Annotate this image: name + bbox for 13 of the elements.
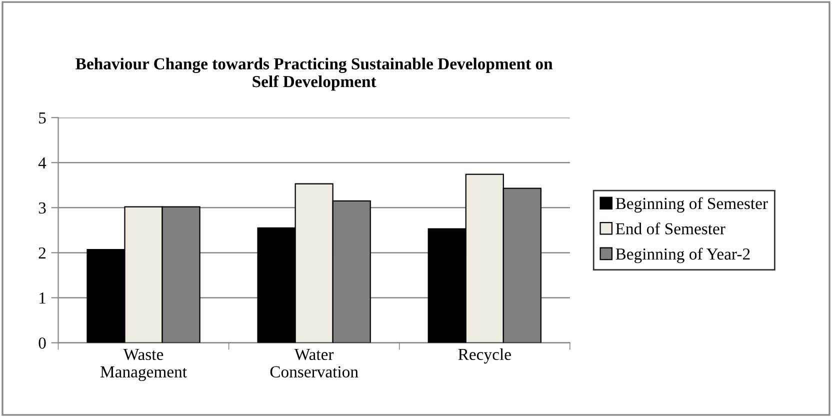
x-tick-label: Water Conservation: [270, 348, 358, 378]
y-tick-label: 0: [38, 337, 46, 349]
y-tick-label: 1: [40, 292, 46, 304]
y-tick-label: 5: [39, 112, 46, 124]
legend-label: Beginning of Year-2: [616, 248, 750, 264]
x-tick-label: Waste Management: [100, 348, 187, 381]
y-tick-label: 2: [38, 247, 46, 258]
legend-label: End of Semester: [616, 222, 726, 234]
x-tick-label: Recycle: [458, 348, 511, 364]
y-tick-label: 4: [38, 157, 46, 168]
y-tick-label: 3: [38, 202, 46, 214]
chart-title: Behaviour Change towards Practicing Sustainable Development on Self Development: [76, 58, 553, 91]
legend-label: Beginning of Semester: [616, 197, 768, 213]
